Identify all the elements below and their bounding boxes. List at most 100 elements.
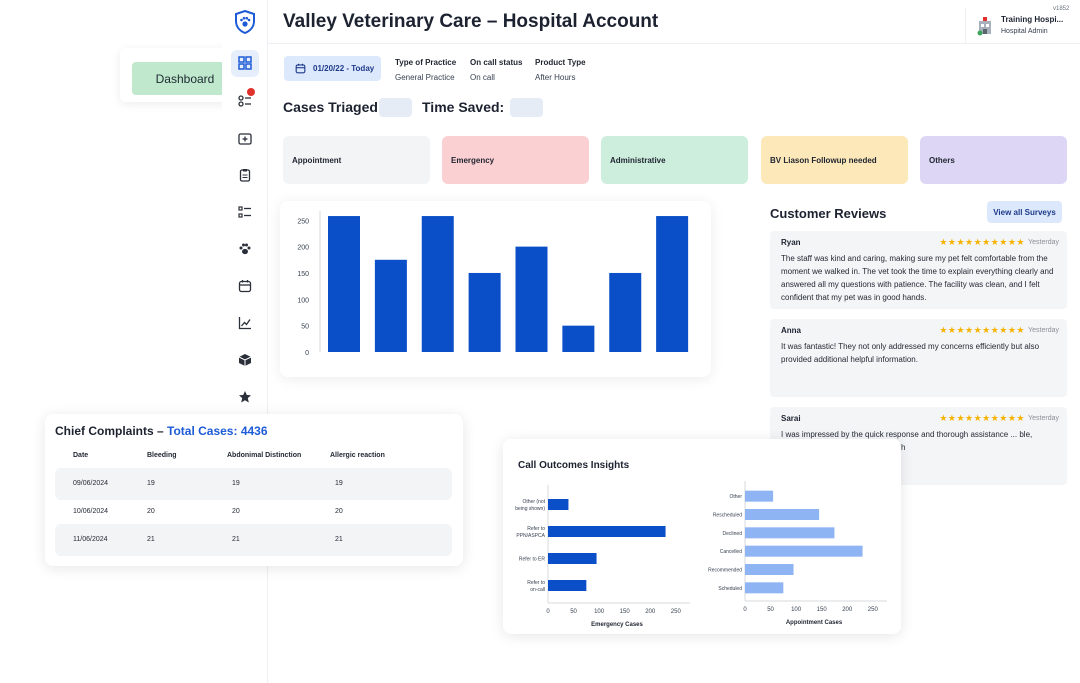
- bar: [515, 246, 548, 352]
- cases-bar-chart: 0 50 100 150 200 250: [297, 211, 689, 357]
- x-tick-label: 0: [743, 607, 747, 613]
- x-tick-label: 100: [791, 607, 802, 613]
- cases-triaged-label: Cases Triaged:: [283, 99, 383, 115]
- x-tick-label: 250: [671, 609, 682, 615]
- star-icon[interactable]: [235, 387, 255, 407]
- product-type: Product Type After Hours: [535, 58, 586, 82]
- header-divider: [268, 43, 1080, 44]
- table-cell: 21: [232, 536, 240, 543]
- category-label: Emergency: [451, 155, 495, 165]
- shield-paw-logo-icon: [235, 10, 255, 34]
- review-text: The staff was kind and caring, making su…: [781, 254, 1054, 302]
- category-bv-liason-followup[interactable]: BV Liason Followup needed: [761, 136, 908, 184]
- x-tick-label: 0: [546, 609, 550, 615]
- bar: [548, 553, 597, 564]
- x-axis-label: Emergency Cases: [591, 622, 643, 628]
- bar: [328, 216, 360, 352]
- bar: [548, 499, 569, 510]
- table-cell: 21: [335, 536, 343, 543]
- chart-icon[interactable]: [235, 313, 255, 333]
- dashboard-label[interactable]: Dashboard: [132, 62, 238, 95]
- x-tick-label: 200: [645, 609, 656, 615]
- category-label: Declined: [723, 531, 743, 537]
- dashboard-icon[interactable]: [235, 53, 255, 73]
- review-time: Yesterday: [1028, 327, 1059, 334]
- bar: [374, 259, 407, 352]
- category-label: Rescheduled: [713, 513, 742, 519]
- time-saved-label: Time Saved:: [422, 99, 505, 115]
- review-text: It was fantastic! They not only addresse…: [781, 342, 1040, 364]
- bar: [548, 580, 587, 591]
- y-tick-label: 200: [297, 245, 309, 252]
- page-title: Valley Veterinary Care – Hospital Accoun…: [283, 11, 659, 32]
- on-call-status: On call status On call: [470, 58, 522, 82]
- table-row[interactable]: 09/06/2024 19 19 19: [55, 468, 452, 500]
- category-administrative[interactable]: Administrative: [601, 136, 748, 184]
- tasks-icon[interactable]: [235, 91, 255, 111]
- category-label: being shown): [515, 506, 545, 512]
- reviewer-name: Ryan: [781, 238, 801, 247]
- category-label: Recommended: [708, 568, 742, 574]
- notification-badge: [247, 88, 255, 96]
- cases-bar-chart-card: 0 50 100 150 200 250: [280, 201, 711, 377]
- y-tick-label: 50: [301, 324, 309, 331]
- category-emergency[interactable]: Emergency: [442, 136, 589, 184]
- category-label: Cancelled: [720, 549, 742, 555]
- chief-complaints-title: Chief Complaints – Total Cases: 4436: [55, 424, 268, 438]
- category-appointment[interactable]: Appointment: [283, 136, 430, 184]
- x-tick-label: 150: [620, 609, 631, 615]
- user-role: Hospital Admin: [1001, 28, 1048, 35]
- view-all-surveys-button[interactable]: View all Surveys: [987, 201, 1062, 223]
- x-tick-label: 250: [868, 607, 879, 613]
- hospital-icon[interactable]: [235, 128, 255, 148]
- x-tick-label: 50: [570, 609, 577, 615]
- category-label: Administrative: [610, 155, 666, 165]
- review-card: Anna ★★★★★★★★★★ Yesterday It was fantast…: [770, 319, 1067, 397]
- total-cases: Total Cases: 4436: [167, 424, 268, 438]
- date-range-label: 01/20/22 - Today: [313, 64, 375, 73]
- calendar-icon[interactable]: [235, 276, 255, 296]
- category-label: Other (not: [522, 499, 545, 505]
- call-outcomes-title: Call Outcomes Insights: [518, 460, 630, 471]
- category-label: Other: [729, 494, 742, 500]
- category-label: Refer to: [527, 580, 545, 586]
- category-label: PPN/ASPCA: [516, 533, 545, 539]
- sidebar-active-highlight: [231, 50, 259, 77]
- on-call-status-label: On call status: [470, 58, 523, 67]
- table-cell: 10/06/2024: [73, 508, 109, 515]
- cases-triaged-value: [379, 98, 412, 117]
- y-tick-label: 100: [297, 297, 309, 304]
- bar: [745, 582, 784, 594]
- clipboard-icon[interactable]: [235, 165, 255, 185]
- y-tick-label: 250: [297, 218, 309, 225]
- date-range-button[interactable]: 01/20/22 - Today: [284, 56, 381, 81]
- bar: [562, 325, 595, 352]
- calendar-icon: [295, 63, 306, 74]
- category-others[interactable]: Others: [920, 136, 1067, 184]
- category-label: on-call: [530, 587, 545, 593]
- y-tick-label: 150: [297, 271, 309, 278]
- table-row[interactable]: 11/06/2024 21 21 21: [55, 524, 452, 556]
- paw-icon[interactable]: [235, 239, 255, 259]
- package-icon[interactable]: [235, 350, 255, 370]
- category-label: Appointment: [292, 155, 342, 165]
- x-tick-label: 200: [842, 607, 853, 613]
- table-cell: 19: [232, 480, 240, 487]
- bar: [421, 216, 454, 352]
- bar: [656, 216, 689, 352]
- user-menu[interactable]: Training Hospi... Hospital Admin: [965, 8, 1080, 44]
- product-type-value: After Hours: [535, 73, 576, 82]
- type-of-practice: Type of Practice General Practice: [395, 58, 456, 82]
- category-label: BV Liason Followup needed: [770, 155, 877, 165]
- reviews-title: Customer Reviews: [770, 206, 887, 221]
- reviewer-name: Anna: [781, 326, 801, 335]
- time-saved-value: [510, 98, 543, 117]
- bar: [548, 526, 666, 537]
- call-outcomes-card: Call Outcomes Insights Other (not being s…: [503, 439, 901, 634]
- list-icon[interactable]: [235, 202, 255, 222]
- rating-stars: ★★★★★★★★★★: [939, 325, 1025, 335]
- category-label: Others: [929, 155, 955, 165]
- product-type-label: Product Type: [535, 58, 586, 67]
- table-row[interactable]: 10/06/2024 20 20 20: [55, 496, 452, 528]
